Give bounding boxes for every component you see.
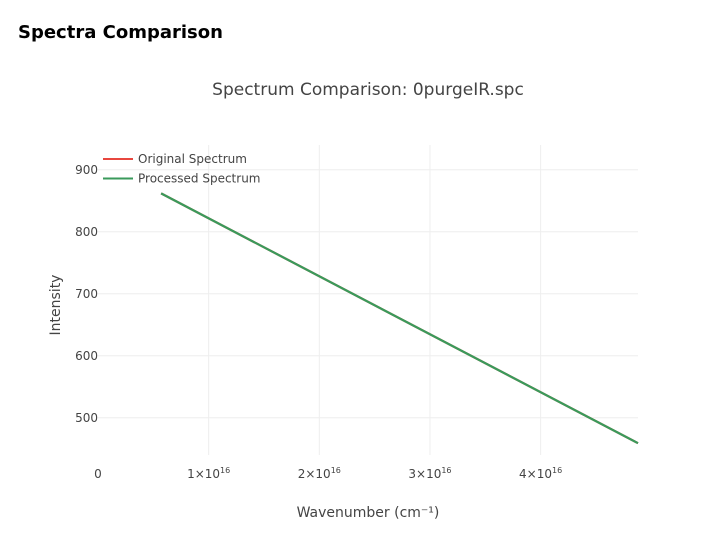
x-tick-exponent: 16 bbox=[552, 466, 562, 475]
series-line-processed[interactable] bbox=[160, 192, 639, 445]
grid-lines bbox=[98, 145, 638, 455]
x-tick-exponent: 16 bbox=[331, 466, 341, 475]
x-axis-title: Wavenumber (cm⁻¹) bbox=[297, 505, 440, 521]
x-tick-mantissa: 2×10 bbox=[298, 467, 331, 481]
x-tick-exponent: 16 bbox=[220, 466, 230, 475]
legend-label: Original Spectrum bbox=[138, 152, 247, 166]
legend[interactable]: Original Spectrum Processed Spectrum bbox=[103, 152, 260, 186]
page-heading: Spectra Comparison bbox=[18, 22, 223, 43]
x-tick-mantissa: 4×10 bbox=[519, 467, 552, 481]
chart-title: Spectrum Comparison: 0purgeIR.spc bbox=[212, 80, 524, 100]
y-tick-label: 700 bbox=[75, 287, 98, 301]
legend-label: Processed Spectrum bbox=[138, 172, 260, 186]
legend-item-processed[interactable]: Processed Spectrum bbox=[103, 172, 260, 186]
x-tick-label: 0 bbox=[94, 467, 102, 481]
x-tick-label: 4×1016 bbox=[519, 466, 562, 481]
plot-area[interactable] bbox=[160, 192, 639, 445]
x-tick-label: 2×1016 bbox=[298, 466, 341, 481]
y-tick-label: 500 bbox=[75, 411, 98, 425]
x-tick-mantissa: 0 bbox=[94, 467, 102, 481]
y-tick-label: 800 bbox=[75, 225, 98, 239]
y-tick-label: 900 bbox=[75, 163, 98, 177]
y-axis-title: Intensity bbox=[48, 275, 64, 336]
x-tick-label: 3×1016 bbox=[408, 466, 451, 481]
x-tick-label: 1×1016 bbox=[187, 466, 230, 481]
x-tick-mantissa: 3×10 bbox=[408, 467, 441, 481]
x-tick-exponent: 16 bbox=[441, 466, 451, 475]
x-tick-mantissa: 1×10 bbox=[187, 467, 220, 481]
legend-item-original[interactable]: Original Spectrum bbox=[103, 152, 247, 166]
y-tick-label: 600 bbox=[75, 349, 98, 363]
